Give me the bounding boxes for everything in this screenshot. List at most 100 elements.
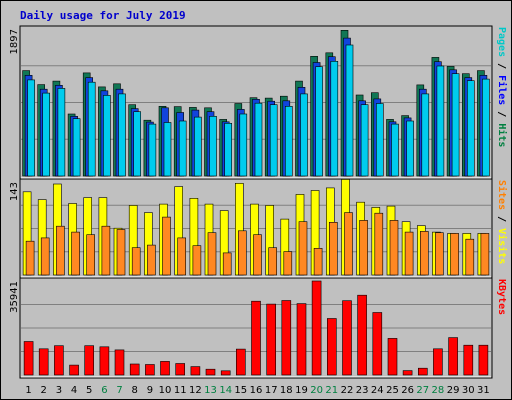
bar-kbytes-day-26	[402, 370, 413, 376]
x-tick-label: 11	[174, 385, 187, 396]
bar-sites-day-17	[268, 247, 278, 276]
bar-sites-day-16	[253, 234, 262, 276]
bar-sites-day-7	[116, 229, 126, 276]
bar-kbytes-day-27	[417, 367, 428, 376]
x-tick-label: 28	[432, 385, 445, 396]
bar-sites-day-29	[450, 233, 459, 276]
bar-sites-day-13	[207, 232, 217, 276]
bar-sites-day-12	[192, 245, 202, 276]
bar-pages-day-22	[345, 44, 354, 177]
bar-pages-day-21	[330, 60, 339, 177]
bar-pages-day-15	[239, 113, 248, 177]
bar-pages-day-17	[269, 104, 278, 177]
bar-sites-day-14	[222, 252, 232, 276]
bar-kbytes-day-14	[220, 370, 231, 376]
bar-sites-day-4	[71, 231, 80, 276]
bar-kbytes-day-17	[266, 303, 277, 376]
x-tick-label: 10	[159, 385, 172, 396]
bar-sites-day-22	[344, 212, 353, 276]
bar-sites-day-15	[238, 230, 247, 276]
x-tick-label: 16	[250, 385, 263, 396]
y-max-label: 35941	[9, 281, 20, 313]
bar-sites-day-5	[86, 234, 95, 276]
bar-pages-day-1	[27, 79, 35, 177]
bar-sites-day-23	[359, 220, 368, 276]
bar-sites-day-21	[328, 222, 338, 276]
panel-hits: 1897 Pages / Files / Hits	[9, 25, 508, 180]
x-tick-label: 12	[189, 385, 202, 396]
bar-kbytes-day-1	[23, 341, 34, 376]
bar-kbytes-day-29	[448, 337, 458, 376]
series-side-label-part: Files	[496, 75, 508, 105]
bar-sites-day-30	[465, 238, 475, 276]
bar-kbytes-day-7	[114, 349, 125, 376]
bar-sites-day-8	[131, 247, 141, 276]
x-tick-label: 17	[265, 385, 278, 396]
x-tick-label: 5	[86, 385, 92, 396]
bar-sites-day-18	[283, 251, 293, 276]
x-tick-label: 27	[416, 385, 429, 396]
bar-kbytes-day-20	[311, 280, 322, 376]
bar-sites-day-20	[313, 248, 323, 276]
x-tick-label: 18	[280, 385, 293, 396]
bar-kbytes-day-4	[69, 364, 79, 376]
bar-sites-day-3	[56, 225, 65, 276]
x-tick-label: 13	[204, 385, 217, 396]
bar-pages-day-11	[178, 120, 187, 177]
bar-kbytes-day-9	[145, 364, 155, 376]
bar-pages-day-30	[466, 80, 475, 177]
bar-kbytes-day-13	[205, 368, 216, 376]
x-tick-label: 29	[447, 385, 460, 396]
series-side-label-part: Sites	[496, 180, 508, 210]
x-tick-label: 25	[386, 385, 399, 396]
x-tick-label: 30	[462, 385, 475, 396]
bar-kbytes-day-22	[342, 300, 352, 376]
bar-sites-day-24	[374, 212, 384, 276]
series-side-label-part: /	[496, 105, 507, 123]
bar-pages-day-20	[315, 66, 323, 177]
bar-kbytes-day-5	[84, 345, 94, 376]
bar-kbytes-day-28	[433, 348, 443, 376]
bar-pages-day-25	[391, 123, 399, 177]
bar-kbytes-day-31	[478, 344, 489, 376]
series-side-label-part: Pages	[496, 27, 507, 57]
x-tick-label: 19	[295, 385, 308, 396]
bar-kbytes-day-12	[190, 366, 201, 376]
panel-frame	[19, 277, 493, 379]
bar-sites-day-1	[25, 240, 35, 276]
bar-pages-day-16	[254, 102, 263, 177]
series-side-label: KBytes	[496, 279, 507, 315]
bar-kbytes-day-3	[54, 345, 64, 376]
bar-kbytes-day-6	[99, 346, 110, 376]
bar-sites-day-28	[435, 232, 444, 276]
bar-sites-day-26	[404, 231, 414, 276]
bar-pages-day-28	[436, 65, 445, 177]
bar-pages-day-23	[360, 104, 369, 177]
series-sites	[25, 212, 490, 276]
bar-kbytes-day-11	[175, 363, 185, 376]
series-side-label: Sites / Visits	[496, 180, 508, 264]
x-tick-label: 23	[356, 385, 369, 396]
series-side-label-part: Visits	[496, 228, 508, 264]
bar-sites-day-2	[40, 237, 50, 276]
x-tick-label: 1	[25, 385, 31, 396]
x-tick-label: 7	[116, 385, 122, 396]
bar-sites-day-10	[162, 216, 171, 276]
x-tick-label: 31	[477, 385, 490, 396]
series-side-label: Pages / Files / Hits	[496, 27, 508, 147]
bar-sites-day-11	[177, 237, 186, 276]
bar-sites-day-6	[101, 225, 111, 276]
bar-kbytes-day-16	[251, 300, 261, 376]
bar-pages-day-31	[482, 78, 490, 177]
x-tick-label: 6	[101, 385, 107, 396]
bar-pages-day-3	[57, 88, 66, 177]
bar-pages-day-7	[118, 93, 126, 177]
bar-pages-day-13	[209, 116, 217, 177]
bar-kbytes-day-15	[236, 348, 246, 376]
bar-pages-day-19	[300, 93, 308, 177]
bar-pages-day-26	[406, 120, 414, 177]
bar-kbytes-day-24	[372, 312, 383, 376]
series-pages	[27, 44, 490, 177]
chart-title: Daily usage for July 2019	[20, 9, 186, 22]
